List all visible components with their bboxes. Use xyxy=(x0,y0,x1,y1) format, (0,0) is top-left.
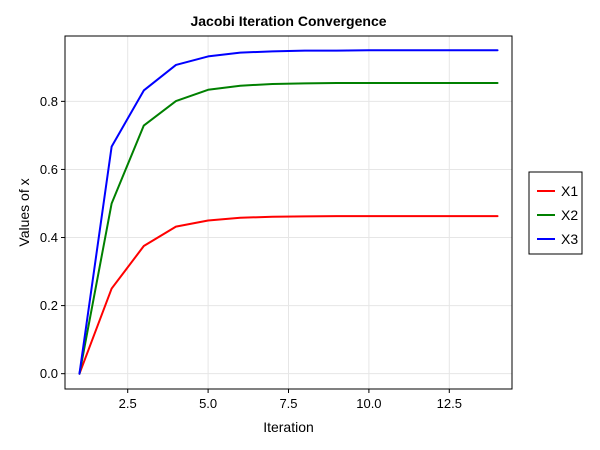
series-line-x1 xyxy=(78,215,499,375)
legend-box xyxy=(528,171,583,255)
grid-layer xyxy=(65,36,512,389)
legend-label-x1: X1 xyxy=(561,183,578,199)
legend-label-x2: X2 xyxy=(561,207,578,223)
chart-title: Jacobi Iteration Convergence xyxy=(190,13,386,29)
legend: X1 X2 X3 xyxy=(528,171,583,255)
legend-label-x3: X3 xyxy=(561,231,578,247)
series-layer xyxy=(78,49,499,375)
x-tick-label: 5.0 xyxy=(199,396,217,411)
y-tick-label: 0.8 xyxy=(40,94,58,109)
y-tick-label: 0.6 xyxy=(40,162,58,177)
x-tick-label: 7.5 xyxy=(279,396,297,411)
x-tick-label: 10.0 xyxy=(356,396,381,411)
series-line-x3 xyxy=(78,49,499,375)
x-tick-label: 2.5 xyxy=(119,396,137,411)
y-tick-label: 0.2 xyxy=(40,298,58,313)
tick-layer: 2.5 5.0 7.5 10.0 12.5 0.0 0.2 0.4 0.6 0.8 xyxy=(40,94,462,411)
y-axis-label: Values of x xyxy=(16,178,32,246)
y-tick-label: 0.4 xyxy=(40,230,58,245)
y-tick-label: 0.0 xyxy=(40,366,58,381)
series-line-x2 xyxy=(78,81,499,375)
x-axis-label: Iteration xyxy=(263,419,314,435)
x-tick-label: 12.5 xyxy=(437,396,462,411)
